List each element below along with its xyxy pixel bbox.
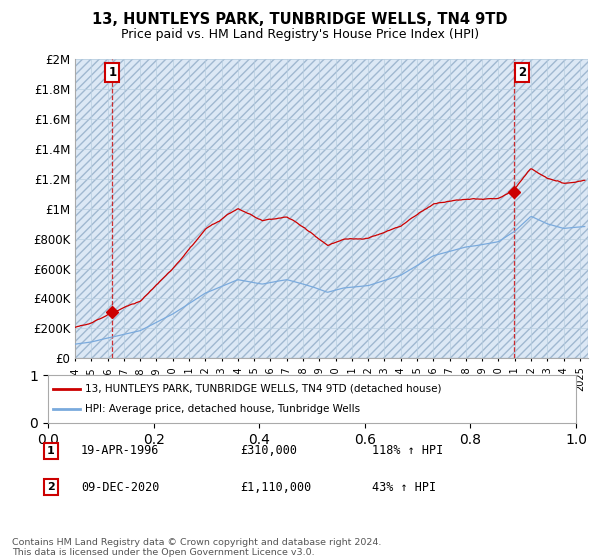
Text: Contains HM Land Registry data © Crown copyright and database right 2024.
This d: Contains HM Land Registry data © Crown c… [12, 538, 382, 557]
Text: HPI: Average price, detached house, Tunbridge Wells: HPI: Average price, detached house, Tunb… [85, 404, 360, 414]
Text: £310,000: £310,000 [240, 444, 297, 458]
Text: 13, HUNTLEYS PARK, TUNBRIDGE WELLS, TN4 9TD: 13, HUNTLEYS PARK, TUNBRIDGE WELLS, TN4 … [92, 12, 508, 27]
Text: 19-APR-1996: 19-APR-1996 [81, 444, 160, 458]
Text: 09-DEC-2020: 09-DEC-2020 [81, 480, 160, 494]
Text: Price paid vs. HM Land Registry's House Price Index (HPI): Price paid vs. HM Land Registry's House … [121, 28, 479, 41]
Text: 43% ↑ HPI: 43% ↑ HPI [372, 480, 436, 494]
Text: 1: 1 [108, 66, 116, 79]
Text: 2: 2 [47, 482, 55, 492]
Text: 13, HUNTLEYS PARK, TUNBRIDGE WELLS, TN4 9TD (detached house): 13, HUNTLEYS PARK, TUNBRIDGE WELLS, TN4 … [85, 384, 442, 394]
Text: 2: 2 [518, 66, 526, 79]
Text: 1: 1 [47, 446, 55, 456]
Text: £1,110,000: £1,110,000 [240, 480, 311, 494]
Text: 118% ↑ HPI: 118% ↑ HPI [372, 444, 443, 458]
